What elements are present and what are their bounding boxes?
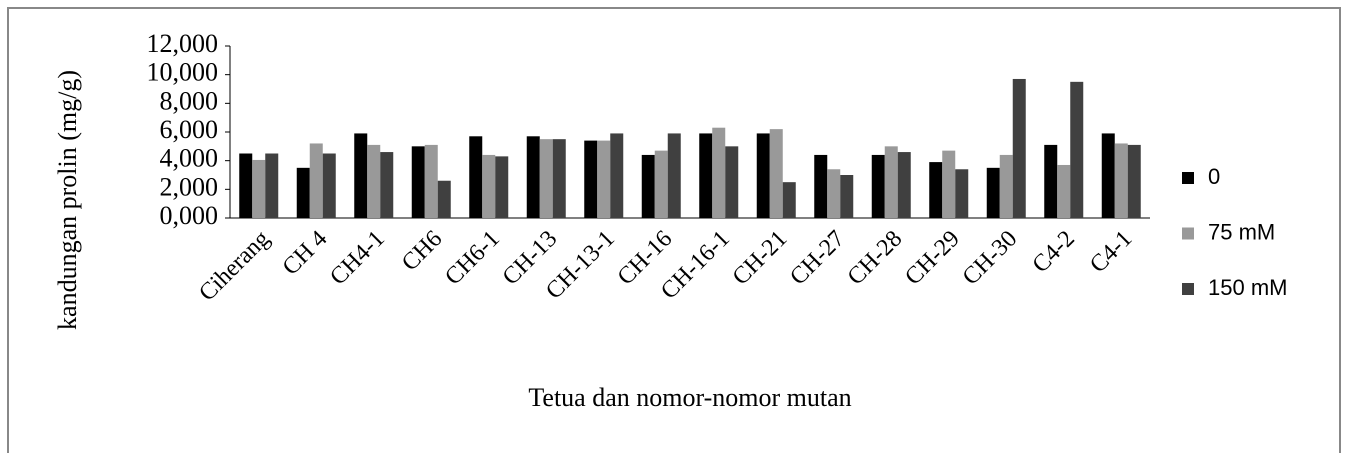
bar <box>411 146 425 218</box>
bar <box>252 159 266 218</box>
x-tick-label: CH 4 <box>278 226 333 281</box>
y-tick-label: 4,000 <box>160 144 219 173</box>
x-tick-label: CH6 <box>397 226 447 276</box>
bar <box>699 133 713 218</box>
bar <box>265 153 279 218</box>
x-tick-label: CH-27 <box>785 226 850 291</box>
bar <box>239 153 253 218</box>
frame <box>7 7 1341 453</box>
x-tick-label: CH4-1 <box>325 226 390 291</box>
bar <box>827 169 841 218</box>
bar <box>584 140 598 218</box>
x-tick-label: C4-1 <box>1085 226 1137 278</box>
bar <box>1101 133 1115 218</box>
bar <box>725 146 739 218</box>
x-tick-label: CH-21 <box>728 226 793 291</box>
legend-label: 0 <box>1208 164 1220 189</box>
bar <box>840 175 854 218</box>
bar <box>871 154 885 218</box>
x-tick-label: CH-30 <box>958 226 1023 291</box>
y-tick-label: 0,000 <box>160 201 219 230</box>
bar <box>424 144 438 218</box>
legend-swatch <box>1182 227 1194 240</box>
bar <box>756 133 770 218</box>
y-tick-label: 12,000 <box>147 29 219 58</box>
x-axis-title: Tetua dan nomor-nomor mutan <box>528 383 851 412</box>
bar <box>942 150 956 218</box>
bar <box>884 146 898 218</box>
bar <box>999 154 1013 218</box>
bar <box>495 156 509 218</box>
bar <box>354 133 368 218</box>
bar <box>597 140 611 218</box>
bar <box>1127 144 1141 218</box>
bar <box>309 143 323 218</box>
bar <box>986 167 1000 218</box>
bar <box>1012 78 1026 218</box>
x-tick-label: C4-2 <box>1028 226 1080 278</box>
bar <box>322 153 336 218</box>
bar <box>769 129 783 218</box>
bar <box>654 150 668 218</box>
legend-label: 150 mM <box>1208 275 1287 300</box>
bar <box>897 152 911 218</box>
x-tick-label: CH-28 <box>843 226 908 291</box>
bar <box>539 139 553 218</box>
bar <box>469 136 483 218</box>
x-tick-label: CH6-1 <box>440 226 505 291</box>
x-tick-label: Ciherang <box>194 226 275 307</box>
bar <box>367 144 381 218</box>
bar <box>610 133 624 218</box>
bar <box>552 139 566 218</box>
bar <box>380 152 394 218</box>
bar <box>641 154 655 218</box>
bar <box>1057 164 1071 218</box>
legend-label: 75 mM <box>1208 219 1275 244</box>
bar <box>437 180 451 218</box>
y-tick-label: 2,000 <box>160 172 219 201</box>
bar <box>1070 81 1084 218</box>
bar <box>482 154 496 218</box>
bar <box>955 169 969 218</box>
bar <box>667 133 681 218</box>
y-axis-title: kandungan prolin (mg/g) <box>53 70 82 330</box>
bar <box>296 167 310 218</box>
bar <box>814 154 828 218</box>
legend-swatch <box>1182 172 1194 184</box>
bar <box>782 182 796 218</box>
y-tick-label: 10,000 <box>147 58 219 87</box>
y-tick-label: 6,000 <box>160 115 219 144</box>
legend-swatch <box>1182 283 1194 295</box>
bar <box>929 162 943 218</box>
bar <box>712 127 726 218</box>
x-tick-label: CH-29 <box>900 226 965 291</box>
bar <box>1114 143 1128 218</box>
bar <box>526 136 540 218</box>
y-tick-label: 8,000 <box>160 86 219 115</box>
bar <box>1044 144 1058 218</box>
